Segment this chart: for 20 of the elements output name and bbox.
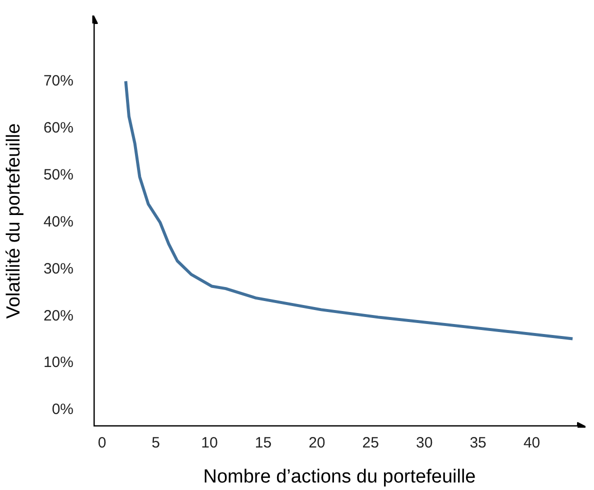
x-tick-label: 40: [523, 434, 540, 452]
x-tick-label: 15: [254, 434, 272, 452]
y-tick-label: 30%: [43, 260, 74, 278]
y-tick-label: 0%: [52, 401, 74, 418]
y-tick-label: 70%: [43, 72, 74, 90]
y-tick-label: 50%: [43, 166, 74, 184]
y-axis-title: Volatilité du portefeuille: [3, 123, 24, 319]
line-series: [124, 80, 574, 340]
x-tick-label: 0: [98, 434, 106, 452]
x-tick-label: 20: [308, 434, 326, 452]
y-tick-label: 20%: [43, 307, 74, 324]
x-tick-label: 25: [362, 434, 379, 452]
y-tick-label: 60%: [43, 120, 74, 137]
x-axis-title: Nombre d’actions du portefeuille: [203, 466, 476, 488]
y-tick-label: 10%: [43, 354, 74, 372]
y-tick-label: 40%: [43, 213, 74, 230]
x-tick-label: 30: [416, 434, 433, 452]
x-tick-label: 35: [470, 434, 486, 452]
x-tick-label: 10: [201, 434, 218, 452]
x-tick-label: 5: [152, 434, 160, 452]
